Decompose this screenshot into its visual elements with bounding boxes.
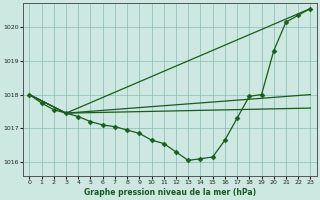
X-axis label: Graphe pression niveau de la mer (hPa): Graphe pression niveau de la mer (hPa) (84, 188, 256, 197)
